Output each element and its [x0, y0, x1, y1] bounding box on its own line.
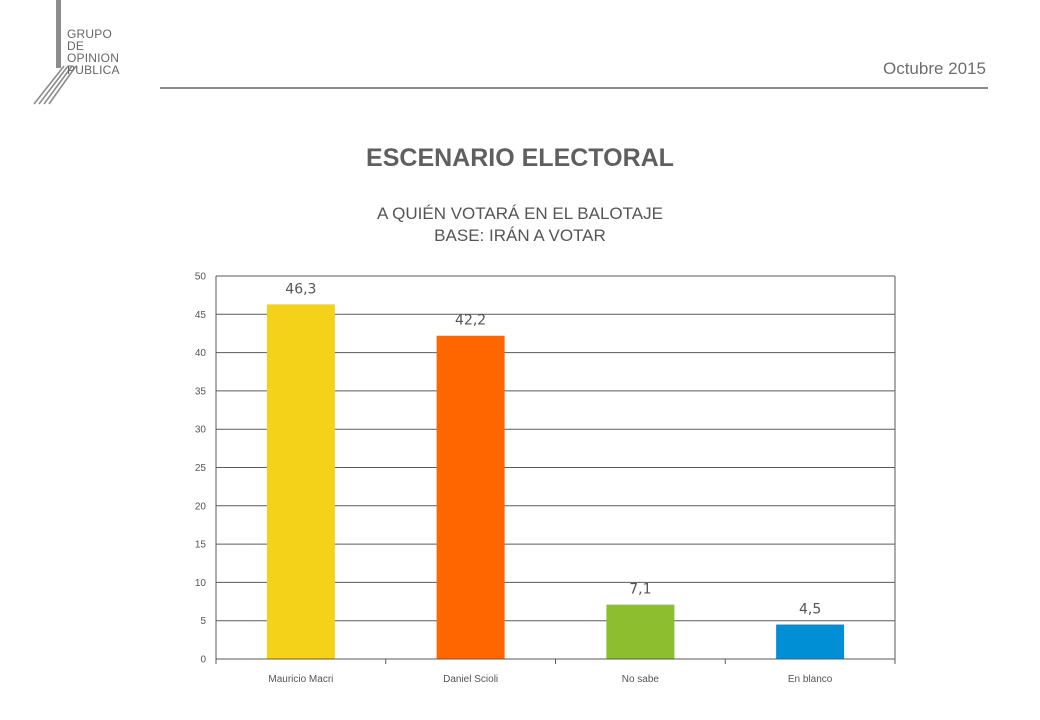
- y-tick-label: 35: [195, 386, 207, 397]
- bar-value-label: 7,1: [629, 582, 651, 598]
- logo: [28, 0, 158, 110]
- bar: [266, 304, 335, 659]
- chart-base-note: BASE: IRÁN A VOTAR: [434, 226, 606, 245]
- y-tick-label: 30: [195, 425, 207, 436]
- logo-mark-icon: [33, 0, 77, 105]
- x-tick-label: No sabe: [622, 674, 660, 685]
- chart-subtitle: A QUIÉN VOTARÁ EN EL BALOTAJE: [377, 204, 663, 223]
- x-tick-label: Mauricio Macri: [268, 674, 333, 685]
- bar: [606, 604, 675, 659]
- y-tick-label: 5: [200, 616, 206, 627]
- bar-value-label: 42,2: [455, 313, 486, 329]
- bar-value-label: 46,3: [285, 281, 316, 297]
- y-tick-label: 45: [195, 310, 207, 321]
- y-tick-label: 50: [195, 272, 207, 283]
- bar: [436, 335, 505, 659]
- report-date: Octubre 2015: [882, 59, 986, 78]
- logo-text: GRUPO DE OPINION PUBLICA: [67, 27, 120, 77]
- x-tick-label: En blanco: [788, 674, 833, 685]
- bar-value-label: 4,5: [799, 602, 821, 618]
- y-tick-label: 40: [195, 348, 207, 359]
- x-tick-label: Daniel Scioli: [443, 674, 498, 685]
- y-tick-label: 0: [200, 655, 206, 666]
- y-tick-label: 20: [195, 501, 207, 512]
- y-tick-label: 15: [195, 540, 207, 551]
- y-tick-label: 10: [195, 578, 207, 589]
- header-divider: [160, 87, 988, 89]
- y-tick-label: 25: [195, 463, 207, 474]
- bar: [776, 624, 845, 659]
- page-title: ESCENARIO ELECTORAL: [366, 144, 674, 172]
